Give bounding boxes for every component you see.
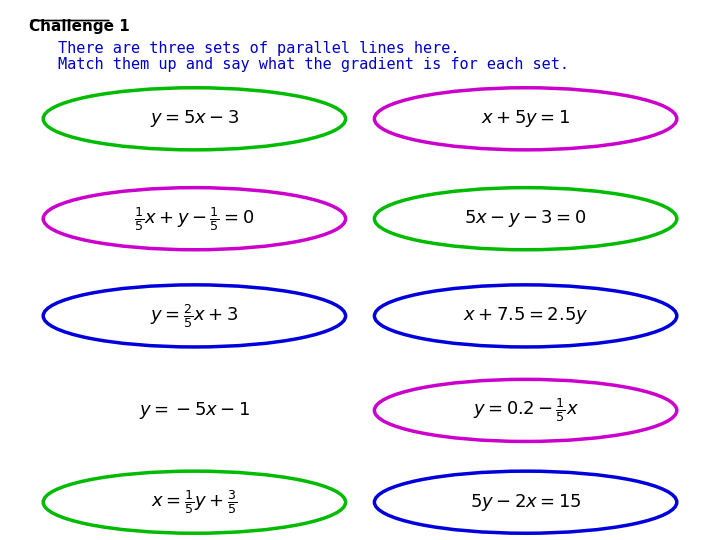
Text: $x + 7.5 = 2.5y$: $x + 7.5 = 2.5y$ (463, 306, 588, 326)
Text: $x + 5y = 1$: $x + 5y = 1$ (481, 109, 570, 129)
Text: Match them up and say what the gradient is for each set.: Match them up and say what the gradient … (58, 57, 569, 72)
Text: $x = \frac{1}{5}y + \frac{3}{5}$: $x = \frac{1}{5}y + \frac{3}{5}$ (151, 488, 238, 516)
Text: $\frac{1}{5}x + y - \frac{1}{5} = 0$: $\frac{1}{5}x + y - \frac{1}{5} = 0$ (135, 205, 254, 233)
Text: Challenge 1: Challenge 1 (29, 19, 130, 34)
Ellipse shape (374, 471, 677, 534)
Text: There are three sets of parallel lines here.: There are three sets of parallel lines h… (58, 40, 459, 56)
Text: $5y - 2x = 15$: $5y - 2x = 15$ (469, 492, 582, 512)
Ellipse shape (43, 285, 346, 347)
Ellipse shape (374, 187, 677, 249)
Ellipse shape (43, 187, 346, 249)
Ellipse shape (43, 87, 346, 150)
Ellipse shape (374, 379, 677, 442)
Text: $5x - y - 3 = 0$: $5x - y - 3 = 0$ (464, 208, 587, 229)
Ellipse shape (374, 87, 677, 150)
Text: $y = \frac{2}{5}x + 3$: $y = \frac{2}{5}x + 3$ (150, 302, 238, 330)
Ellipse shape (374, 285, 677, 347)
Ellipse shape (43, 471, 346, 534)
Text: $y = 5x - 3$: $y = 5x - 3$ (150, 109, 239, 129)
Text: $y = 0.2 - \frac{1}{5}x$: $y = 0.2 - \frac{1}{5}x$ (472, 396, 579, 424)
Text: $y = -5x - 1$: $y = -5x - 1$ (139, 400, 250, 421)
